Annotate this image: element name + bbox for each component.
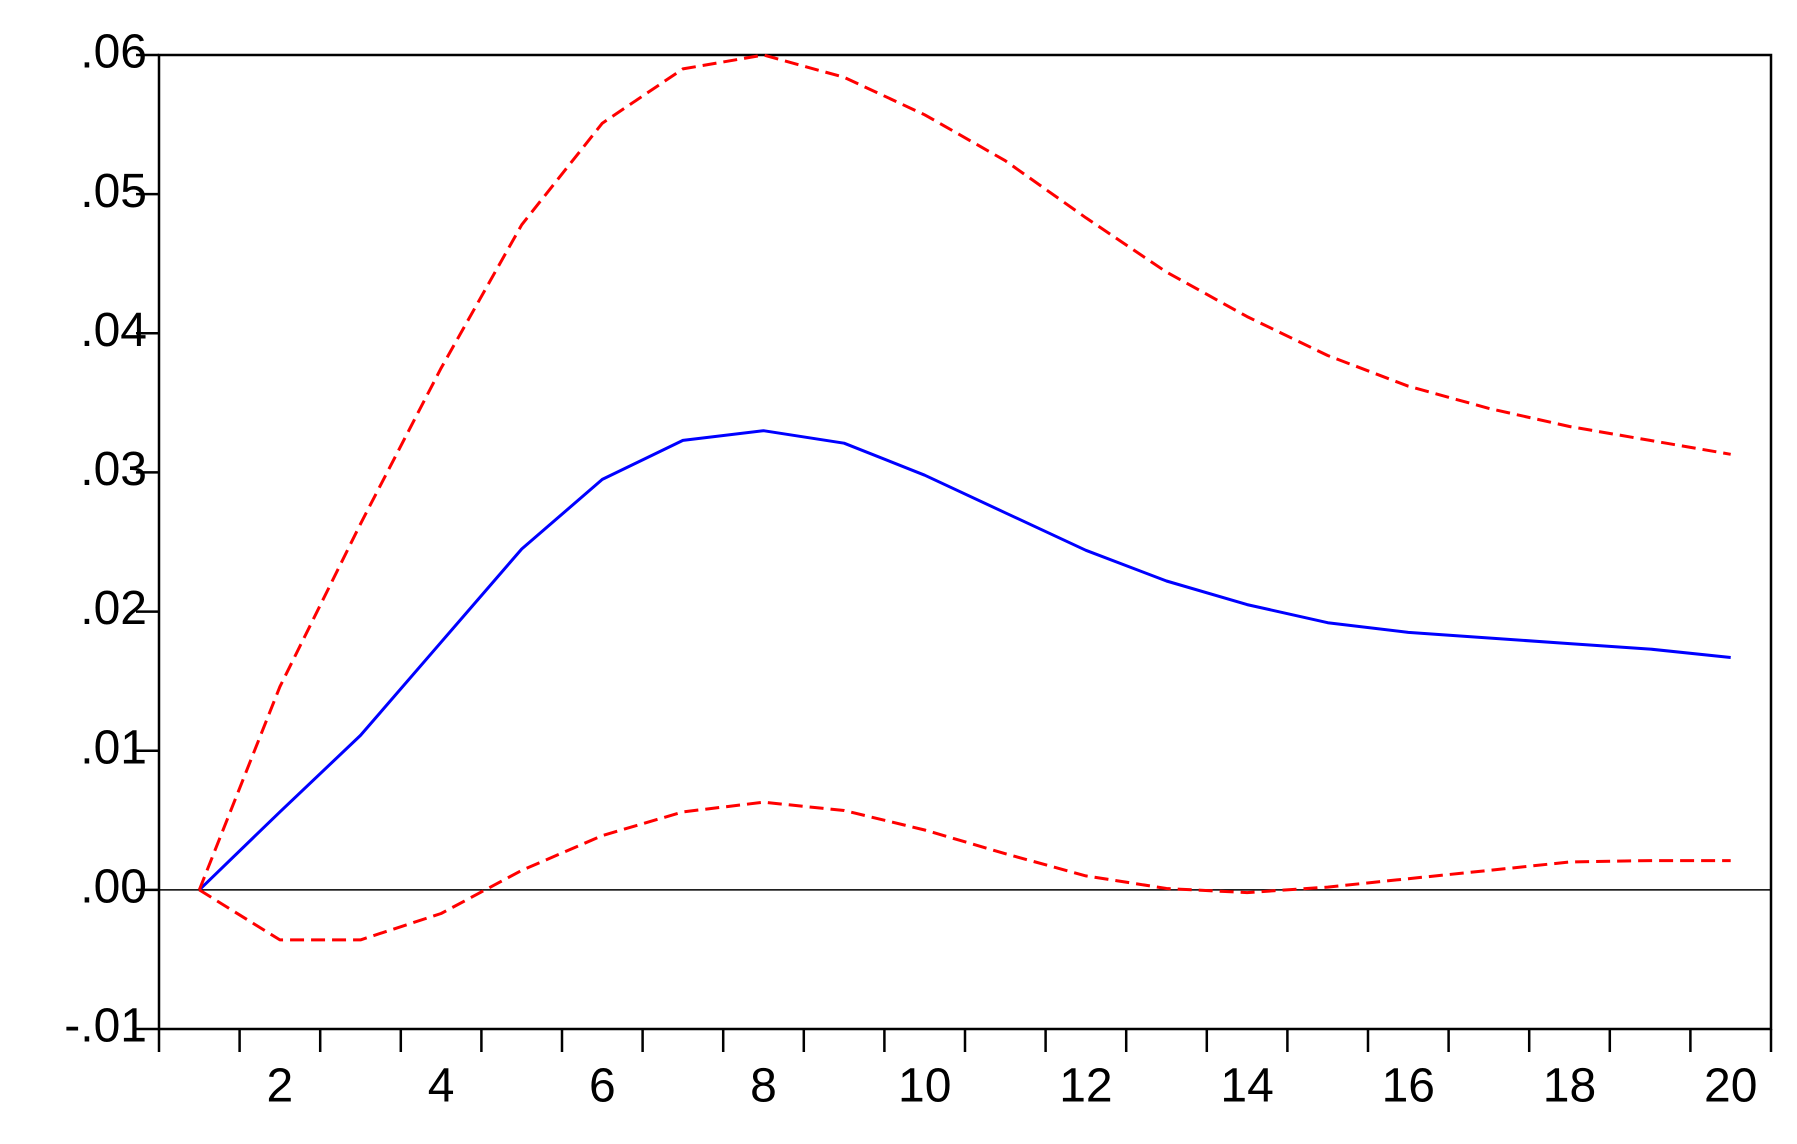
series-line: [197, 53, 1731, 891]
x-tick-label: 2: [267, 1060, 294, 1113]
x-tick-label: 6: [589, 1060, 616, 1113]
plot-frame: [157, 53, 1773, 1031]
series-line: [198, 800, 1731, 942]
x-tick-label: 16: [1382, 1060, 1435, 1113]
y-tick-label: .04: [80, 304, 147, 357]
y-tick-label: .00: [80, 861, 147, 914]
y-tick-label: .06: [80, 26, 147, 79]
x-tick-label: 18: [1543, 1060, 1596, 1113]
y-tick-label: .02: [80, 582, 147, 635]
y-tick-label: -.01: [64, 1000, 147, 1053]
x-tick-label: 12: [1059, 1060, 1112, 1113]
y-tick-label: .03: [80, 443, 147, 496]
x-tick-label: 14: [1220, 1060, 1273, 1113]
x-tick-label: 4: [428, 1060, 455, 1113]
y-tick-label: .01: [80, 721, 147, 774]
x-tick-label: 8: [750, 1060, 777, 1113]
y-tick-label: .05: [80, 165, 147, 218]
x-tick-label: 10: [898, 1060, 951, 1113]
x-tick-label: 20: [1704, 1060, 1757, 1113]
series-line: [198, 429, 1731, 891]
